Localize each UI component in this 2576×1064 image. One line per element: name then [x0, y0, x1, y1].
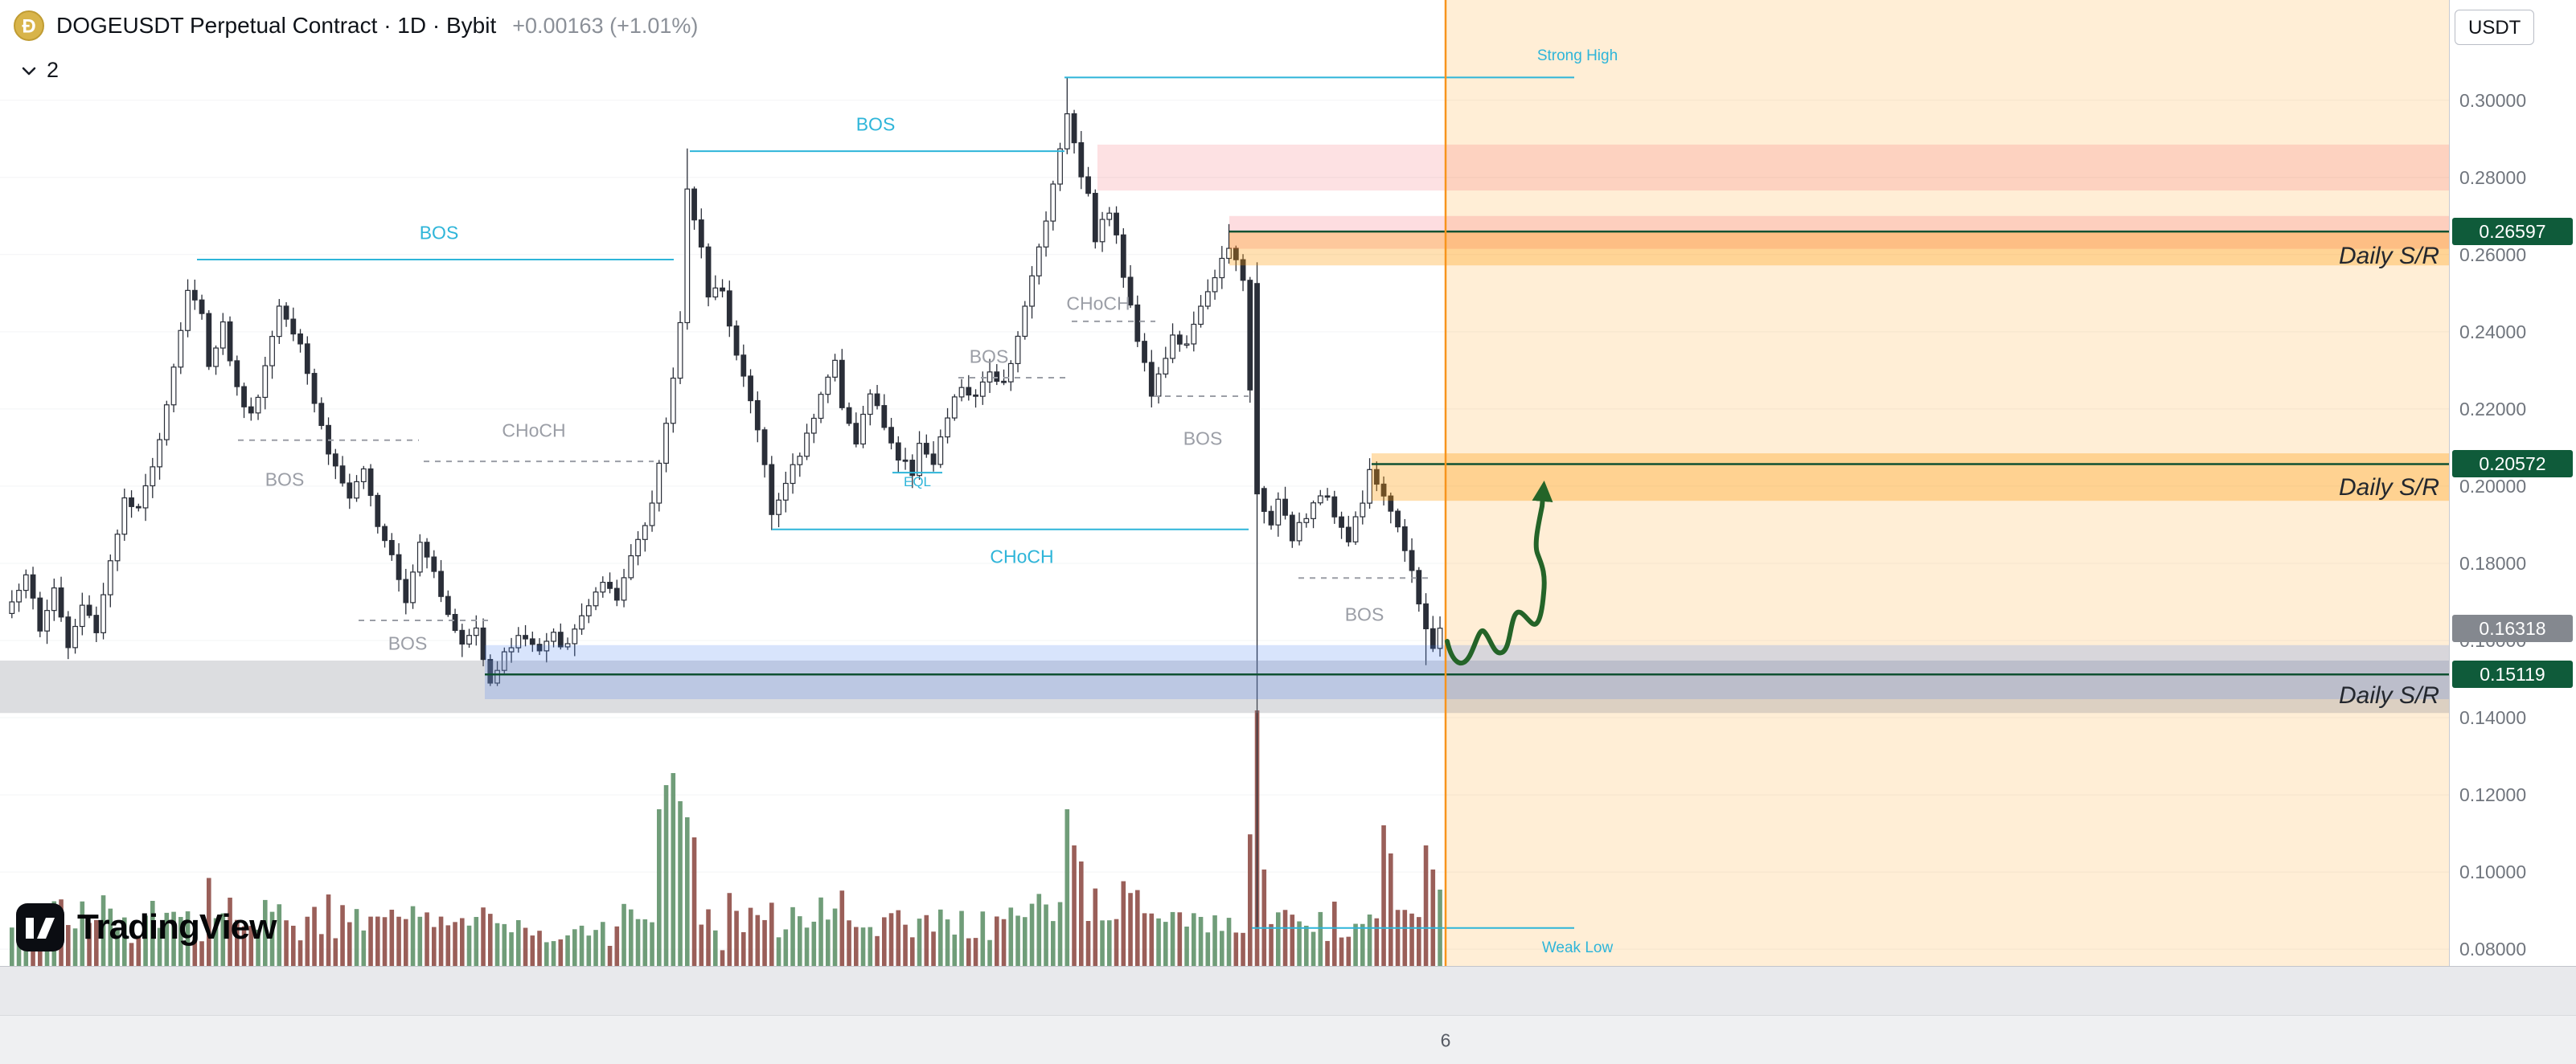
zone-supply-zone-upper[interactable] — [1097, 144, 2449, 191]
price-tick-label: 0.08000 — [2459, 939, 2527, 960]
price-badge: 0.15119 — [2452, 661, 2573, 689]
price-tick-label: 0.24000 — [2459, 321, 2527, 342]
tradingview-wordmark: TradingView — [77, 907, 277, 947]
svg-text:Ð: Ð — [22, 16, 35, 38]
pane-separator[interactable] — [0, 966, 2576, 1016]
time-tick-label: 6 — [1440, 1029, 1451, 1050]
annotation-bos[interactable]: BOS — [1183, 428, 1223, 449]
daily-sr-label[interactable]: Daily S/R — [2338, 681, 2439, 709]
zone-sr-gray-band[interactable] — [0, 660, 2449, 714]
annotation-choch[interactable]: CHoCH — [1066, 293, 1130, 314]
chart-legend[interactable]: Ð DOGEUSDT Perpetual Contract · 1D · Byb… — [13, 10, 698, 42]
price-tick-label: 0.30000 — [2459, 89, 2527, 111]
price-tick-label: 0.14000 — [2459, 707, 2527, 729]
annotation-choch[interactable]: CHoCH — [502, 419, 566, 441]
daily-sr-label[interactable]: Daily S/R — [2338, 473, 2439, 501]
annotation-bos[interactable]: BOS — [419, 222, 459, 243]
zone-daily-sr-zone-1[interactable] — [1229, 231, 2449, 266]
zones-layer — [0, 0, 2449, 966]
zone-demand-zone-blue[interactable] — [485, 645, 2449, 699]
time-axis[interactable]: 6 — [0, 1015, 2576, 1064]
annotation-bos[interactable]: BOS — [855, 113, 896, 135]
object-tree-toggle[interactable]: 2 — [19, 58, 59, 83]
tradingview-logo-icon — [16, 903, 64, 951]
price-badge: 0.20572 — [2452, 450, 2573, 478]
object-count: 2 — [47, 58, 59, 82]
price-tick-label: 0.10000 — [2459, 861, 2527, 883]
price-tick-label: 0.22000 — [2459, 398, 2527, 419]
annotation-bos[interactable]: BOS — [265, 469, 305, 490]
candles-layer — [9, 77, 1443, 928]
chevron-down-icon — [22, 67, 36, 75]
annotation-strong-high[interactable]: Strong High — [1536, 47, 1618, 64]
tradingview-watermark: TradingView — [16, 903, 277, 951]
annotation-bos[interactable]: BOS — [969, 346, 1009, 367]
annotation-weak-low[interactable]: Weak Low — [1541, 939, 1614, 956]
currency-toggle-button[interactable]: USDT — [2455, 10, 2535, 45]
doge-coin-icon: Ð — [14, 10, 44, 41]
annotation-bos[interactable]: BOS — [1344, 604, 1384, 625]
price-axis[interactable]: 0.30000 0.28000 0.26000 0.24000 0.22000 0.200… — [2449, 0, 2576, 1064]
annotation-choch[interactable]: CHoCH — [990, 546, 1054, 567]
price-tick-label: 0.28000 — [2459, 166, 2527, 188]
daily-sr-label[interactable]: Daily S/R — [2338, 242, 2439, 269]
price-tick-label: 0.18000 — [2459, 552, 2527, 574]
price-badge: 0.16318 — [2452, 614, 2573, 642]
price-tick-label: 0.20000 — [2459, 475, 2527, 497]
price-badge: 0.26597 — [2452, 218, 2573, 246]
projection-arrow[interactable] — [1445, 481, 1553, 666]
lines-layer — [197, 0, 2449, 966]
annotation-bos[interactable]: BOS — [388, 632, 428, 654]
annotation-eql[interactable]: EQL — [903, 474, 932, 489]
price-change-text: +0.00163 (+1.01%) — [512, 13, 699, 38]
price-tick-label: 0.12000 — [2459, 784, 2527, 806]
symbol-title[interactable]: DOGEUSDT Perpetual Contract · 1D · Bybit — [56, 13, 497, 38]
grid-layer — [0, 100, 2449, 950]
zone-projection-window[interactable] — [1446, 0, 2449, 966]
price-tick-label: 0.26000 — [2459, 243, 2527, 265]
